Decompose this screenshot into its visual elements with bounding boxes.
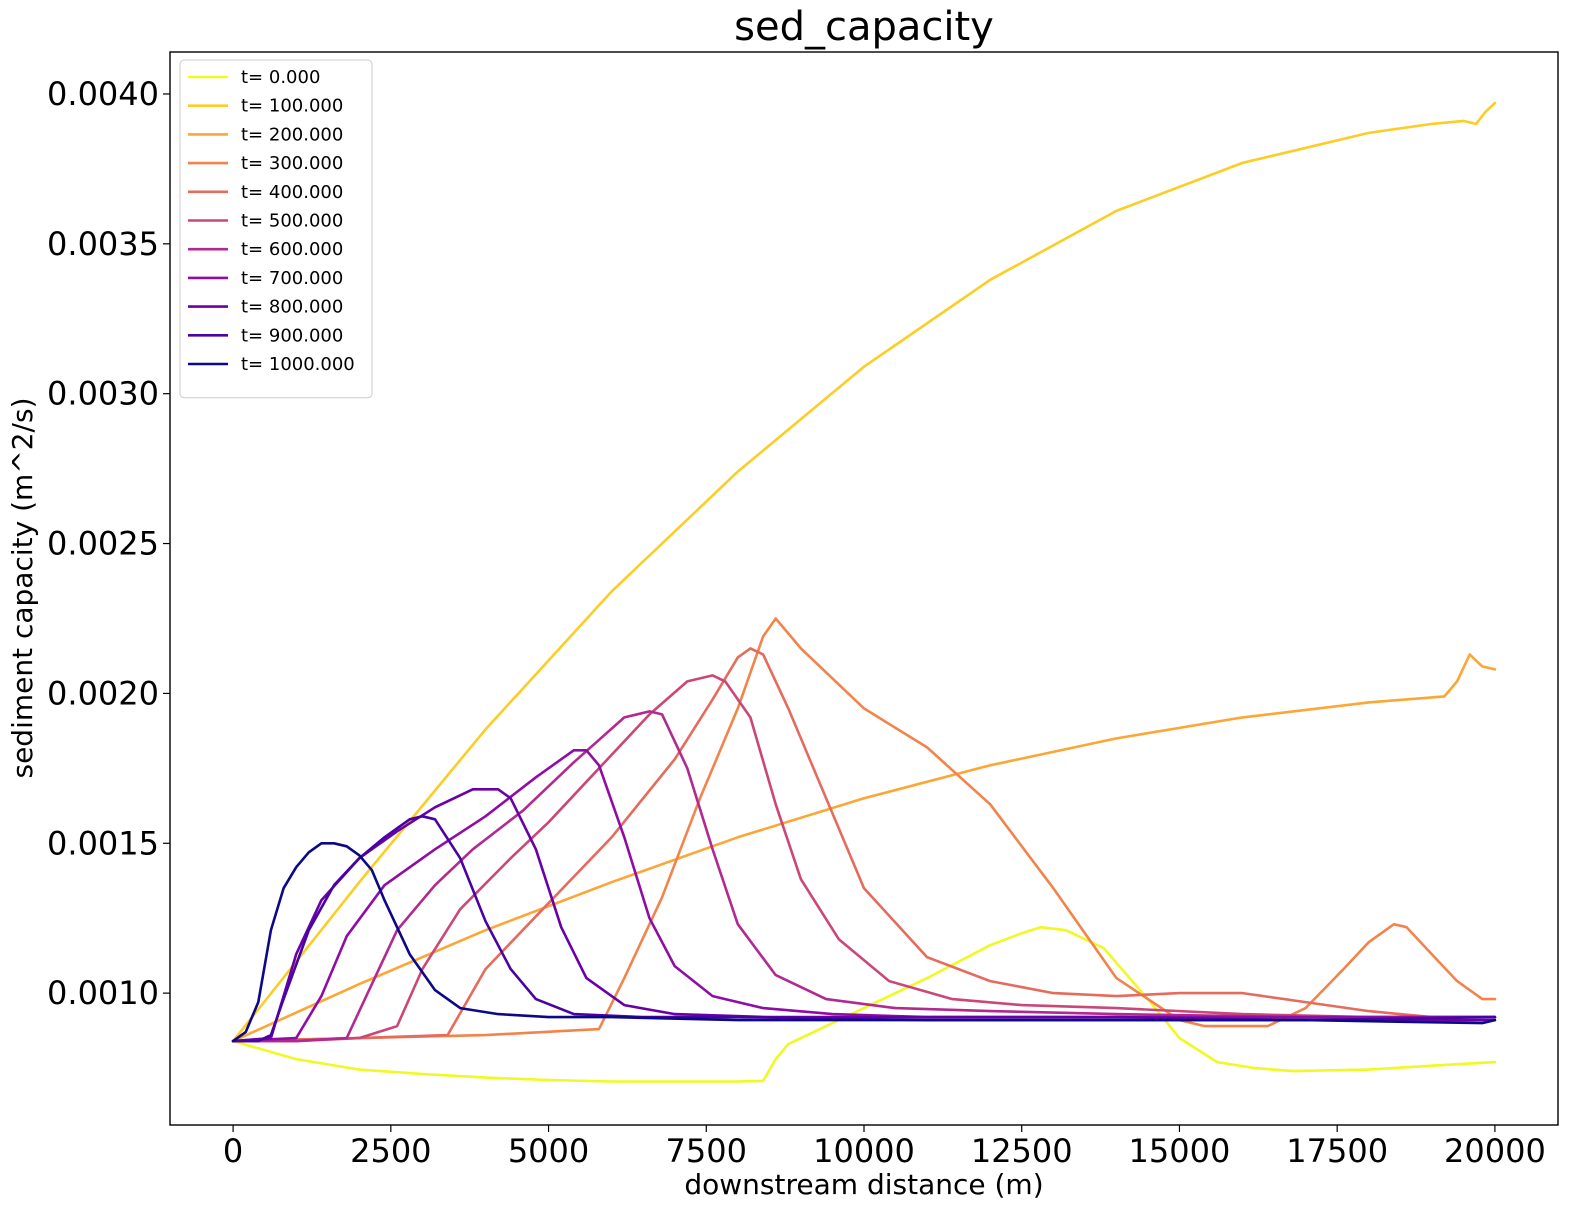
series-line-3 xyxy=(231,617,1497,1043)
x-tick-label: 15000 xyxy=(1129,1132,1231,1170)
series-line-5 xyxy=(231,674,1497,1043)
x-tick-label: 17500 xyxy=(1286,1132,1388,1170)
legend-label: t= 900.000 xyxy=(241,325,343,346)
x-tick-label: 10000 xyxy=(813,1132,915,1170)
series-line-0 xyxy=(231,925,1497,1083)
y-tick-label: 0.0010 xyxy=(47,974,159,1012)
y-tick-label: 0.0025 xyxy=(47,525,159,563)
y-tick-label: 0.0030 xyxy=(47,375,159,413)
legend-label: t= 700.000 xyxy=(241,268,343,289)
legend-label: t= 300.000 xyxy=(241,153,343,174)
legend-label: t= 400.000 xyxy=(241,182,343,203)
series-line-8 xyxy=(231,787,1497,1043)
y-axis: 0.0010 0.0015 0.0020 0.0025 0.0030 0.0035 0.00… xyxy=(47,75,170,1012)
series-line-1 xyxy=(231,101,1497,1043)
x-tick-label: 20000 xyxy=(1444,1132,1546,1170)
x-tick-label: 2500 xyxy=(350,1132,431,1170)
x-tick-label: 12500 xyxy=(971,1132,1073,1170)
series-line-6 xyxy=(231,710,1497,1043)
legend-label: t= 0.000 xyxy=(241,67,320,88)
plot-area xyxy=(231,101,1497,1083)
legend-label: t= 800.000 xyxy=(241,297,343,318)
x-axis: 0 2500 5000 7500 10000 12500 15000 17500 20000 xyxy=(223,1125,1546,1170)
series-line-2 xyxy=(231,653,1497,1043)
series-line-10 xyxy=(231,841,1497,1043)
y-tick-label: 0.0040 xyxy=(47,75,159,113)
y-tick-label: 0.0035 xyxy=(47,225,159,263)
legend-label: t= 600.000 xyxy=(241,239,343,260)
y-tick-label: 0.0020 xyxy=(47,674,159,712)
series-line-7 xyxy=(231,748,1497,1043)
legend-label: t= 500.000 xyxy=(241,211,343,232)
series-line-4 xyxy=(231,647,1497,1043)
y-axis-label: sediment capacity (m^2/s) xyxy=(6,397,39,778)
chart-title: sed_capacity xyxy=(734,4,994,50)
legend-label: t= 200.000 xyxy=(241,124,343,145)
x-tick-label: 0 xyxy=(223,1132,243,1170)
x-tick-label: 5000 xyxy=(508,1132,589,1170)
y-tick-label: 0.0015 xyxy=(47,824,159,862)
legend-box xyxy=(179,59,373,399)
x-tick-label: 7500 xyxy=(666,1132,747,1170)
legend-label: t= 100.000 xyxy=(241,96,343,117)
legend: t= 0.000 t= 100.000 t= 200.000 t= 300.000 t=… xyxy=(179,59,373,399)
x-axis-label: downstream distance (m) xyxy=(684,1168,1043,1201)
legend-label: t= 1000.000 xyxy=(241,354,355,375)
series-line-9 xyxy=(231,814,1497,1043)
